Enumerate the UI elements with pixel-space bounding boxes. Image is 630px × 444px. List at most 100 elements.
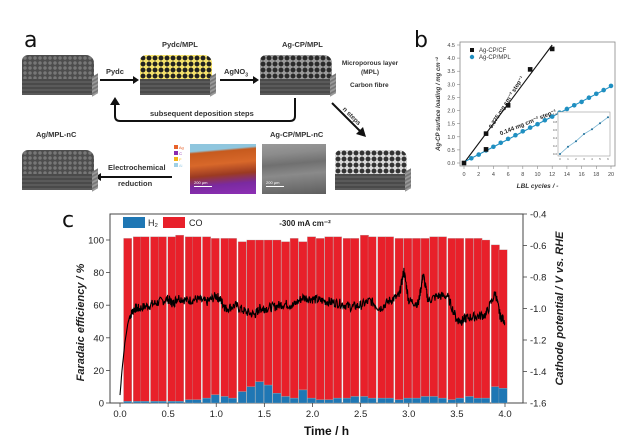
bar-co [202,236,211,399]
bar-h2 [307,397,316,404]
ag-mpl-nc-illustration [22,150,102,192]
bar-co [192,236,202,400]
data-point-ag-cp-mpl [535,121,540,127]
eds-label-f: F [179,157,182,162]
bar-h2 [385,397,394,404]
bar-co [350,238,360,397]
x-tick-label: 2.5 [354,409,367,420]
y-tick-label: 0.0 [447,161,455,167]
y-right-tick-label: -0.4 [530,210,546,221]
bar-co [438,236,447,399]
mpl-legend-label: Microporous layer (MPL) [341,60,399,76]
agno3-arrow-label: AgNO3 [224,67,248,79]
bar-h2 [455,397,465,404]
bar-h2 [272,393,282,404]
eds-legend: Ag C F Al [174,145,184,169]
y-axis-label: Ag-CP surface loading / mg cm⁻² [435,56,442,152]
data-point-ag-cp-mpl [601,87,606,93]
loading-chart: 0 2 4 6 8 10 12 14 16 18 200.00.51.01.52.02.53.03.… [435,41,616,190]
ag-cp-mpl-nc-illustration [335,150,415,192]
data-point-ag-cp-mpl [564,106,570,112]
x-axis-label: LBL cycles / - [517,183,559,190]
bar-h2 [403,397,413,404]
inset-x-tick-label: 0 [559,157,561,161]
bar-h2 [420,396,430,404]
bar-co [184,236,194,400]
y-tick-label: 60 [93,301,104,312]
bar-co [210,238,220,395]
legend-label-ag-cp-mpl: Ag-CP/MPL [479,55,511,61]
x-tick-label: 16 [579,172,585,178]
bar-co [167,236,177,402]
reduction-label: reduction [118,179,153,188]
bar-co [228,238,237,399]
sem-image: 200 µm [262,144,326,194]
inset-point [607,116,609,119]
bar-h2 [324,399,334,404]
x-tick-label: 12 [549,172,555,178]
x-tick-label: 10 [534,172,540,178]
n-steps-arrow [331,102,366,137]
bar-h2 [350,396,360,404]
bar-h2 [246,386,256,404]
inset-y-tick-label: 1.0 [553,112,558,116]
y-axis-label: Faradaic efficiency / % [75,263,87,381]
bar-h2 [123,401,133,404]
data-point-ag-cp-cf [505,103,511,108]
ag-cp-mpl-nc-label: Ag-CP/MPL-nC [270,130,324,139]
data-point-ag-cp-mpl [491,144,496,150]
x-tick-label: 20 [608,172,614,178]
bar-co [140,236,150,402]
inset-point [599,122,601,125]
inset-x-tick-label: 4 [591,157,593,161]
eds-swatch-ag [174,145,178,149]
inset-x-tick-label: 2 [575,157,577,161]
bar-h2 [367,397,377,404]
bar-co [237,241,247,392]
eds-label-c: C [179,151,183,156]
bar-h2 [175,401,184,404]
eds-label-ag: Ag [178,145,184,150]
bar-h2 [465,396,474,404]
carbon-fibre-label: Carbon fibre [350,82,389,89]
eds-legend-ag: Ag [174,145,184,151]
faradaic-efficiency-chart: 0.0 0.5 1.0 1.5 2.0 2.5 3.0 3.5 4.0 0 20 40 60 80 100 -… [75,210,566,439]
bar-h2 [429,396,439,404]
bar-h2 [481,397,491,404]
inset-y-tick-label: 0.8 [553,120,558,124]
panel-a-letter: a [24,28,38,53]
data-point-ag-cp-mpl [469,155,474,161]
bar-co [412,238,421,399]
bar-co [298,241,308,391]
bar-co [324,236,334,400]
y-right-tick-label: -1.0 [530,304,546,315]
y-tick-label: 40 [93,333,104,344]
eds-map-image: 200 µm [190,144,256,194]
inset-x-tick-label: 5 [599,157,601,161]
bar-h2 [333,397,342,404]
legend-marker-ag-cp-mpl [469,54,475,60]
data-point-ag-cp-cf [527,67,533,72]
x-tick-label: 2 [477,172,480,178]
inset-point [583,133,585,135]
x-tick-label: 3.0 [402,409,415,420]
bar-co [133,236,142,402]
pydc-arrow [100,76,139,84]
bar-co [377,236,387,399]
data-point-ag-cp-mpl [505,136,511,142]
agno3-subscript: 3 [245,72,249,79]
agno3-text: AgNO [224,67,246,76]
bar-h2 [263,384,273,404]
data-point-ag-cp-mpl [542,117,548,123]
x-tick-label: 14 [564,172,570,178]
x-tick-label: 8 [521,172,524,178]
inset-point [575,140,577,143]
bar-h2 [150,401,159,404]
ag-cp-mpl-label: Ag-CP/MPL [282,40,323,49]
y-tick-label: 80 [93,268,104,279]
eds-legend-al: Al [174,163,184,169]
legend-swatch-co [163,217,185,228]
bar-h2 [447,399,457,404]
panel-b-letter: b [414,28,428,53]
inset-x-tick-label: 3 [583,157,585,161]
